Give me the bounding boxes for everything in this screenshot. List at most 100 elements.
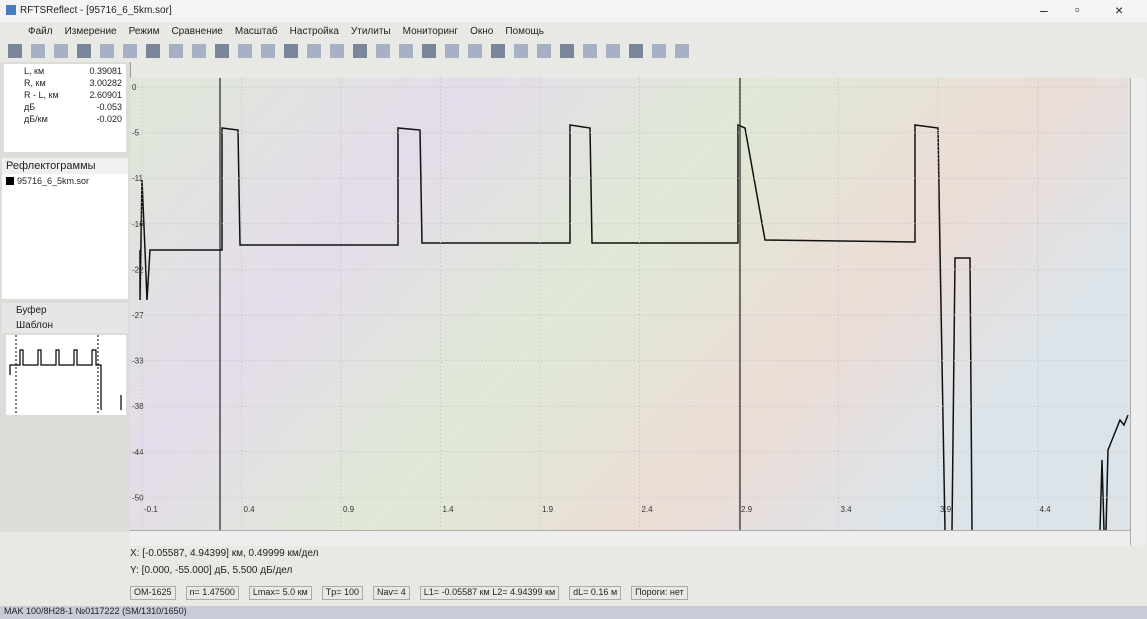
y-axis-label: -5: [132, 129, 140, 138]
horizontal-scrollbar[interactable]: [130, 530, 1130, 546]
menu-item[interactable]: Помощь: [505, 26, 544, 37]
toolbar-button[interactable]: [169, 44, 183, 58]
info-label: дБ: [24, 102, 35, 114]
x-axis-label: 0.9: [343, 505, 355, 514]
toolbar-button[interactable]: [675, 44, 689, 58]
toolbar-button[interactable]: [100, 44, 114, 58]
info-row: дБ -0.053: [4, 102, 126, 114]
toolbar-button[interactable]: [192, 44, 206, 58]
toolbar-button[interactable]: [560, 44, 574, 58]
x-axis-label: 2.9: [741, 505, 753, 514]
toolbar: [0, 40, 1147, 62]
info-row: дБ/км -0.020: [4, 114, 126, 126]
info-value: 3.00282: [89, 78, 122, 90]
toolbar-button[interactable]: [77, 44, 91, 58]
footer: MAK 100/8H28-1 №0117222 (SM/1310/1650): [0, 606, 1147, 619]
info-row: R - L, км 2.60901: [4, 90, 126, 102]
minimize-button[interactable]: –: [1040, 2, 1048, 18]
toolbar-button[interactable]: [31, 44, 45, 58]
toolbar-button[interactable]: [215, 44, 229, 58]
template-label[interactable]: Шаблон: [2, 318, 128, 333]
toolbar-button[interactable]: [353, 44, 367, 58]
toolbar-button[interactable]: [514, 44, 528, 58]
menu-item[interactable]: Режим: [129, 26, 160, 37]
toolbar-button[interactable]: [123, 44, 137, 58]
status-cell: Tp= 100: [322, 586, 363, 600]
vertical-scrollbar[interactable]: [1130, 78, 1146, 545]
x-axis-label: 3.4: [841, 505, 853, 514]
status-bar: OM-1625 n= 1.47500 Lmax= 5.0 км Tp= 100 Nav=…: [130, 586, 688, 600]
x-axis-label: 0.4: [244, 505, 256, 514]
left-panel: L, км 0.39081 R, км 3.00282 R - L, км 2.60901…: [0, 62, 131, 532]
toolbar-button[interactable]: [583, 44, 597, 58]
y-axis-label: -16: [132, 220, 144, 229]
toolbar-button[interactable]: [376, 44, 390, 58]
menu-item[interactable]: Настройка: [290, 26, 339, 37]
buffer-label[interactable]: Буфер: [2, 303, 128, 318]
maximize-button[interactable]: ▫: [1075, 2, 1080, 17]
menu-item[interactable]: Окно: [470, 26, 493, 37]
toolbar-button[interactable]: [399, 44, 413, 58]
toolbar-button[interactable]: [8, 44, 22, 58]
x-axis-label: -0.1: [144, 505, 158, 514]
toolbar-button[interactable]: [422, 44, 436, 58]
status-cell: Nav= 4: [373, 586, 410, 600]
menu-item[interactable]: Сравнение: [171, 26, 222, 37]
info-label: дБ/км: [24, 114, 48, 126]
info-row: L, км 0.39081: [4, 66, 126, 78]
toolbar-button[interactable]: [238, 44, 252, 58]
x-scale: X: [-0.05587, 4.94399] км, 0.49999 км/де…: [130, 548, 318, 559]
status-cell: n= 1.47500: [186, 586, 239, 600]
info-label: R, км: [24, 78, 46, 90]
toolbar-button[interactable]: [491, 44, 505, 58]
menu-item[interactable]: Измерение: [65, 26, 117, 37]
menu-item[interactable]: Утилиты: [351, 26, 391, 37]
trace-list: 95716_6_5km.sor: [2, 174, 128, 299]
close-button[interactable]: ×: [1115, 2, 1123, 18]
toolbar-button[interactable]: [537, 44, 551, 58]
toolbar-button[interactable]: [652, 44, 666, 58]
y-axis-label: -33: [132, 357, 144, 366]
status-cell: dL= 0.16 м: [569, 586, 621, 600]
status-cell: OM-1625: [130, 586, 176, 600]
menu-item[interactable]: Масштаб: [235, 26, 278, 37]
toolbar-button[interactable]: [54, 44, 68, 58]
trace-file: 95716_6_5km.sor: [17, 176, 89, 186]
toolbar-button[interactable]: [261, 44, 275, 58]
trace-item[interactable]: 95716_6_5km.sor: [2, 174, 128, 188]
x-axis-label: 4.4: [1040, 505, 1052, 514]
plot-background: [130, 78, 1130, 530]
info-value: 0.39081: [89, 66, 122, 78]
menu-item[interactable]: Файл: [28, 26, 53, 37]
toolbar-button[interactable]: [606, 44, 620, 58]
toolbar-button[interactable]: [445, 44, 459, 58]
x-axis-label: 1.9: [542, 505, 554, 514]
toolbar-button[interactable]: [629, 44, 643, 58]
status-cell: Lmax= 5.0 км: [249, 586, 312, 600]
thumbnail: [6, 335, 126, 415]
toolbar-button[interactable]: [468, 44, 482, 58]
y-axis-label: -44: [132, 448, 144, 457]
status-cell: Пороги: нет: [631, 586, 688, 600]
title-bar: RFTSReflect - [95716_6_5km.sor] – ▫ ×: [0, 0, 1147, 22]
app-icon: [6, 5, 16, 15]
info-value: 2.60901: [89, 90, 122, 102]
cursor-info: L, км 0.39081 R, км 3.00282 R - L, км 2.60901…: [4, 64, 126, 152]
info-value: -0.020: [96, 114, 122, 126]
window-title: RFTSReflect - [95716_6_5km.sor]: [20, 5, 172, 16]
status-cell: L1= -0.05587 км L2= 4.94399 км: [420, 586, 559, 600]
info-label: L, км: [24, 66, 44, 78]
plot: 0-5-11-16-22-27-33-38-44-50-0.10.40.91.4…: [130, 78, 1130, 530]
info-value: -0.053: [96, 102, 122, 114]
page: RFTSReflect - [95716_6_5km.sor] – ▫ × Фа…: [0, 0, 1147, 619]
toolbar-button[interactable]: [330, 44, 344, 58]
y-scale: Y: [0.000, -55.000] дБ, 5.500 дБ/дел: [130, 565, 318, 576]
trace-swatch: [6, 177, 14, 185]
x-axis-label: 3.9: [940, 505, 952, 514]
info-label: R - L, км: [24, 90, 59, 102]
menu-bar: Файл Измерение Режим Сравнение Масштаб Настро…: [0, 22, 1147, 40]
menu-item[interactable]: Мониторинг: [403, 26, 458, 37]
toolbar-button[interactable]: [146, 44, 160, 58]
toolbar-button[interactable]: [284, 44, 298, 58]
toolbar-button[interactable]: [307, 44, 321, 58]
